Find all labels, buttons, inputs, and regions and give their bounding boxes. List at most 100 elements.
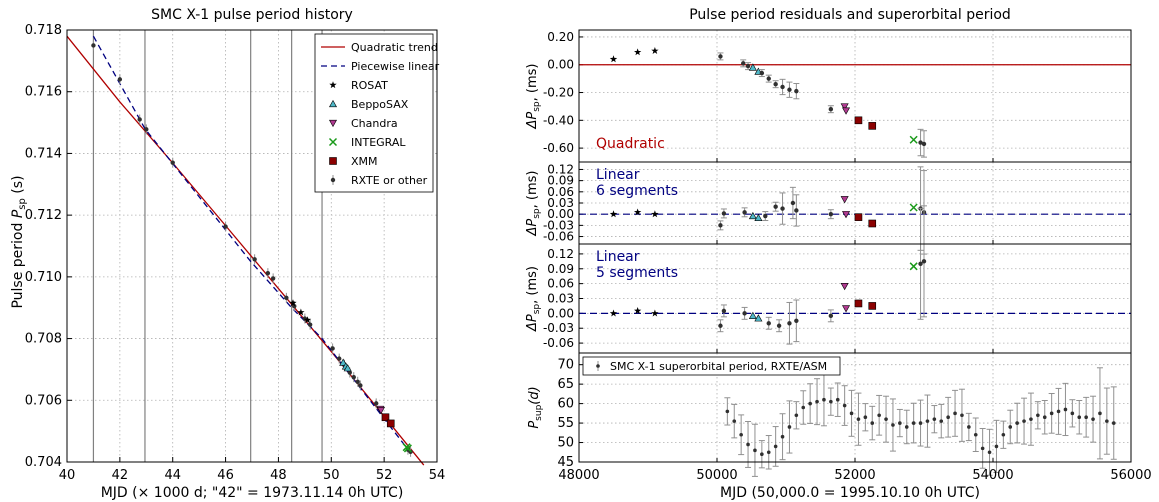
superorbital-point	[842, 403, 847, 408]
legend-marker	[329, 157, 337, 165]
xmm-residual	[868, 302, 877, 310]
residual-point	[921, 259, 927, 264]
superorbital-point	[1042, 415, 1047, 420]
chandra-residual	[842, 211, 851, 219]
rosat-residual	[651, 47, 659, 54]
right-y-tick-label: -0.06	[543, 336, 574, 350]
superorbital-point	[822, 397, 826, 402]
left-x-tick-label: 44	[164, 468, 181, 483]
panel-label-linear: Linear	[596, 249, 640, 265]
superorbital-point	[946, 415, 950, 420]
rxte-point	[330, 346, 335, 351]
superorbital-legend-box	[582, 356, 841, 376]
left-y-tick-label: 0.712	[25, 208, 62, 223]
residual-point	[741, 61, 746, 66]
legend-marker	[328, 119, 338, 128]
superorbital-point	[877, 413, 881, 418]
superorbital-point	[973, 432, 978, 437]
left-x-tick-label: 48	[270, 468, 287, 483]
integral-residual	[909, 135, 918, 144]
residual-point	[773, 81, 778, 87]
rosat-residual	[609, 55, 618, 63]
left-y-axis-label-var: P	[10, 209, 26, 218]
superorbital-point	[808, 401, 812, 406]
right-y-tick-label: 0.00	[547, 306, 574, 320]
superorbital-point	[987, 450, 992, 455]
rxte-point	[351, 374, 356, 380]
integral-residual	[909, 262, 918, 271]
rxte-point	[337, 356, 342, 361]
right-y-tick-label: 0.03	[547, 196, 574, 210]
ylabel-sub: sp	[532, 304, 542, 315]
superorbital-point	[925, 419, 930, 423]
left-legend-label: RXTE or other	[351, 174, 428, 187]
rosat-point	[289, 299, 297, 307]
left-legend-label: BeppoSAX	[351, 98, 409, 111]
beppo-residual	[748, 63, 757, 71]
left-legend-label: Piecewise linear	[351, 60, 440, 73]
right-y-tick-label: 70	[557, 358, 574, 373]
panel-label-linear: 5 segments	[596, 265, 678, 281]
rxte-point	[355, 379, 360, 384]
left-legend-label: ROSAT	[351, 79, 388, 92]
superorbital-point	[780, 434, 785, 439]
right-y-tick-label: 0.20	[547, 30, 574, 44]
rxte-point	[374, 401, 379, 406]
left-legend-label: XMM	[351, 155, 378, 168]
ylabel-sub: sp	[532, 208, 542, 219]
rosat-point	[297, 308, 305, 316]
superorbital-point	[1070, 411, 1075, 416]
right-y-tick-label: -0.03	[543, 321, 574, 335]
superorbital-point	[1036, 413, 1040, 418]
chandra-point	[376, 407, 385, 415]
superorbital-point	[953, 411, 957, 416]
beppo-residual	[748, 311, 757, 319]
left-x-tick-label: 40	[59, 468, 76, 483]
ylabel-unit: , (ms)	[525, 266, 540, 304]
superorbital-point	[1022, 419, 1026, 423]
residual-point	[718, 54, 723, 59]
superorbital-point	[794, 413, 799, 418]
ylabel-sub: sup	[534, 404, 544, 420]
superorbital-point	[787, 425, 792, 429]
beppo-residual	[748, 211, 757, 220]
left-y-axis-label-main: Pulse period	[10, 218, 26, 308]
rosat-residual	[634, 48, 642, 56]
right-x-tick-label: 52000	[834, 468, 875, 483]
residual-point	[773, 204, 778, 209]
right-y-tick-label: 65	[557, 377, 574, 392]
superorbital-point	[801, 405, 806, 410]
rosat-residual	[651, 309, 659, 317]
superorbital-point	[1015, 421, 1019, 425]
right-y-tick-label: 0.12	[547, 162, 574, 176]
chandra-residual	[840, 103, 849, 111]
right-panel-y-label: ΔPsp, (ms)	[525, 64, 542, 130]
superorbital-point	[815, 399, 819, 404]
residual-point	[780, 84, 785, 90]
superorbital-point	[829, 399, 833, 404]
superorbital-point	[884, 417, 888, 421]
superorbital-point	[856, 417, 861, 421]
superorbital-point	[1063, 407, 1068, 412]
residual-point	[780, 206, 785, 211]
xmm-residual	[854, 299, 863, 308]
residual-point	[918, 140, 923, 145]
rxte-point	[347, 370, 352, 375]
left-y-tick-label: 0.706	[25, 393, 62, 408]
rosat-residual	[609, 309, 618, 317]
residual-point	[794, 318, 799, 323]
rxte-point	[265, 270, 271, 276]
superorbital-point	[898, 421, 902, 425]
rxte-point	[170, 160, 175, 165]
left-y-tick-label: 0.714	[25, 146, 62, 161]
superorbital-point	[1008, 425, 1013, 429]
residual-point	[766, 76, 771, 81]
residual-point	[721, 211, 727, 216]
superorbital-point	[1091, 417, 1095, 421]
panel-label-quadratic: Quadratic	[596, 136, 665, 152]
residual-point	[828, 107, 834, 112]
right-y-tick-label: -0.40	[543, 113, 574, 127]
right-y-tick-label: 0.06	[547, 277, 574, 291]
right-y-tick-label: 0.06	[547, 185, 574, 199]
